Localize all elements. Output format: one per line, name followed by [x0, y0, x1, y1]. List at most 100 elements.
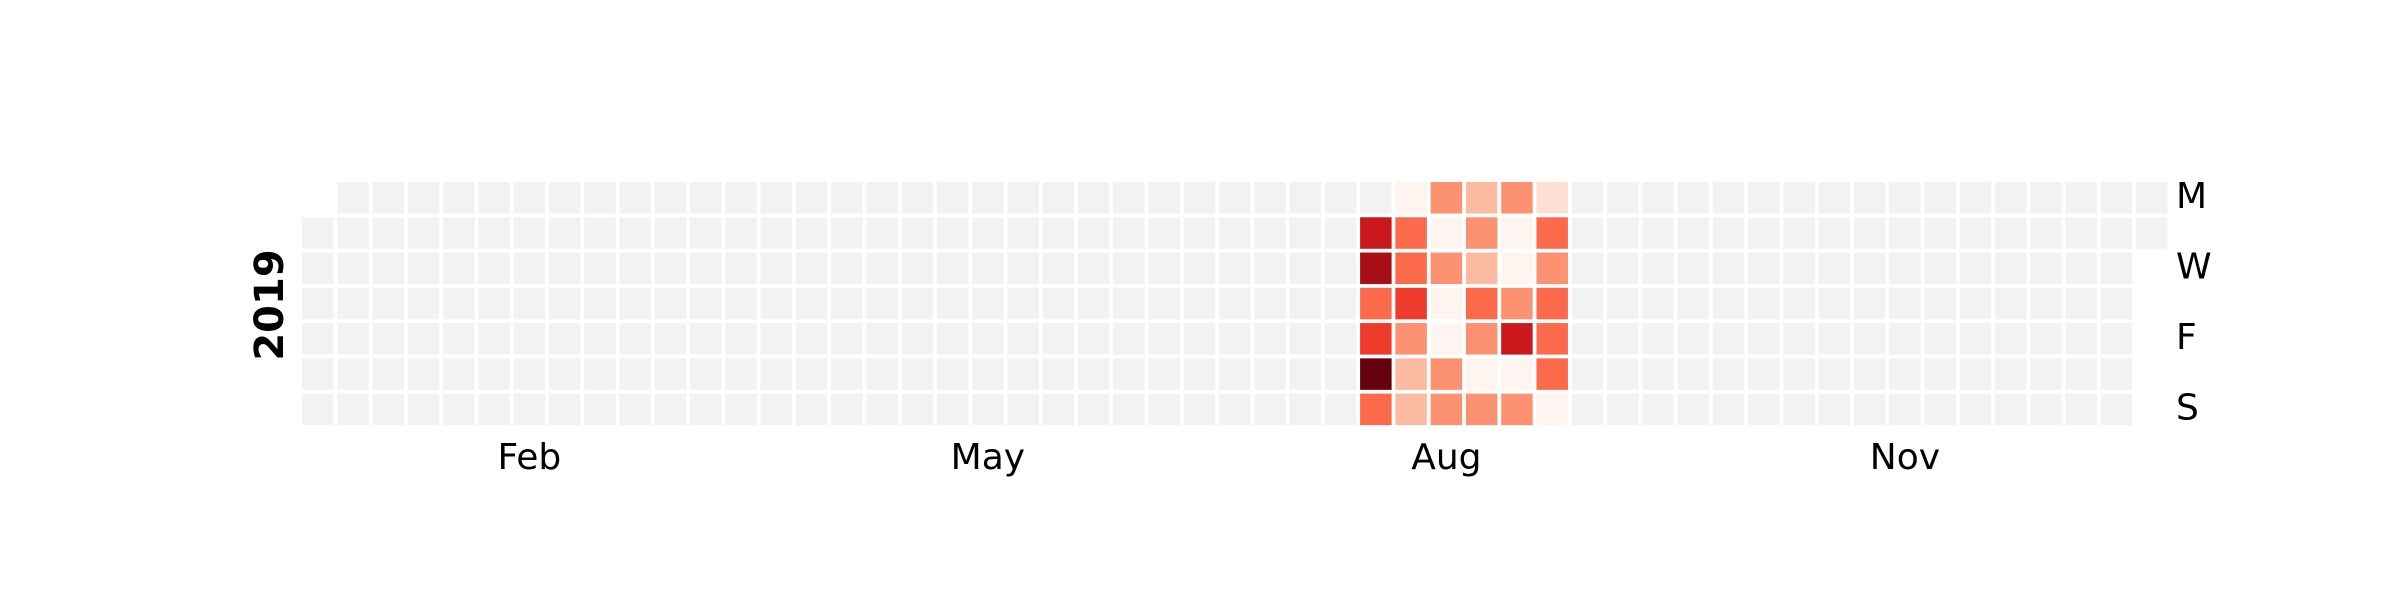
day-cell	[1183, 358, 1216, 390]
day-cell	[337, 252, 369, 285]
day-cell	[760, 252, 793, 285]
day-cell	[1889, 323, 1921, 355]
day-cell	[1042, 252, 1075, 285]
day-cell	[725, 393, 757, 426]
day-cell	[1924, 358, 1956, 390]
day-cell	[1501, 217, 1533, 249]
day-cell	[654, 287, 687, 320]
day-cell	[2065, 287, 2097, 320]
day-cell	[1289, 287, 1322, 320]
day-cell	[619, 287, 651, 320]
day-cell	[831, 393, 863, 426]
day-cell	[1465, 393, 1498, 426]
day-cell	[2100, 323, 2133, 355]
day-cell	[1324, 252, 1357, 285]
day-cell	[1219, 287, 1251, 320]
day-cell	[1324, 393, 1357, 426]
day-cell	[1571, 323, 1604, 355]
x-tick-label: Nov	[1870, 437, 1940, 478]
day-cell	[795, 217, 828, 249]
day-cell	[1113, 252, 1145, 285]
day-cell	[1536, 323, 1568, 355]
day-cell	[1183, 287, 1216, 320]
day-cell	[1606, 393, 1639, 426]
day-cell	[302, 393, 334, 426]
day-cell	[654, 393, 687, 426]
day-cell	[337, 358, 369, 390]
day-cell	[1148, 217, 1180, 249]
day-cell	[443, 393, 475, 426]
day-cell	[1677, 287, 1710, 320]
day-cell	[513, 217, 546, 249]
day-cell	[901, 182, 934, 214]
day-cell	[1254, 217, 1286, 249]
day-cell	[2065, 323, 2097, 355]
day-cell	[1254, 393, 1286, 426]
day-cell	[1077, 182, 1110, 214]
day-cell	[1430, 358, 1463, 390]
day-cell	[337, 217, 369, 249]
day-cell	[1959, 323, 1992, 355]
day-cell	[1959, 358, 1992, 390]
day-cell	[1395, 393, 1427, 426]
day-cell	[1465, 217, 1498, 249]
day-cell	[689, 217, 722, 249]
day-cell	[654, 252, 687, 285]
day-cell	[372, 217, 405, 249]
day-cell	[795, 287, 828, 320]
day-cell	[478, 182, 510, 214]
day-cell	[478, 393, 510, 426]
day-cell	[1395, 323, 1427, 355]
day-cell	[1219, 358, 1251, 390]
day-cell	[1712, 287, 1745, 320]
day-cell	[372, 252, 405, 285]
day-cell	[725, 358, 757, 390]
day-cell	[2065, 217, 2097, 249]
day-cell	[1289, 182, 1322, 214]
day-cell	[584, 323, 616, 355]
day-cell	[1501, 358, 1533, 390]
day-cell	[689, 323, 722, 355]
day-cell	[1254, 287, 1286, 320]
day-cell	[1501, 252, 1533, 285]
day-cell	[1042, 287, 1075, 320]
day-cell	[1889, 217, 1921, 249]
day-cell	[2030, 252, 2062, 285]
day-cell	[1324, 358, 1357, 390]
day-cell	[1748, 393, 1780, 426]
day-cell	[2100, 252, 2133, 285]
day-cell	[936, 217, 969, 249]
day-cell	[1959, 393, 1992, 426]
day-cell	[725, 287, 757, 320]
day-cell	[1889, 252, 1921, 285]
day-cell	[654, 323, 687, 355]
day-cell	[866, 287, 898, 320]
day-cell	[689, 182, 722, 214]
day-cell	[795, 358, 828, 390]
day-cell	[1113, 217, 1145, 249]
day-cell	[760, 358, 793, 390]
day-cell	[1254, 323, 1286, 355]
day-cell	[548, 393, 581, 426]
day-cell	[513, 393, 546, 426]
day-cell	[619, 358, 651, 390]
day-cell	[302, 252, 334, 285]
day-cell	[2136, 217, 2168, 249]
day-cell	[972, 182, 1004, 214]
day-cell	[1994, 252, 2027, 285]
day-cell	[548, 323, 581, 355]
day-cell	[1924, 217, 1956, 249]
day-cell	[901, 393, 934, 426]
day-cell	[1430, 217, 1463, 249]
day-cell	[866, 182, 898, 214]
day-cell	[901, 252, 934, 285]
day-cell	[1148, 287, 1180, 320]
day-cell	[1113, 182, 1145, 214]
day-cell	[372, 287, 405, 320]
day-cell	[1959, 217, 1992, 249]
day-cell	[1536, 217, 1568, 249]
day-cell	[1642, 393, 1674, 426]
day-cell	[1677, 217, 1710, 249]
